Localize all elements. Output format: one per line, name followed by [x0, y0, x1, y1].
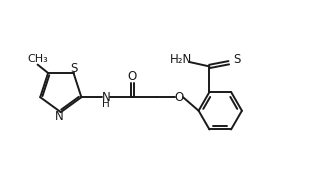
- Text: H: H: [102, 99, 110, 109]
- Text: O: O: [174, 91, 184, 104]
- Text: S: S: [234, 53, 241, 66]
- Text: S: S: [70, 62, 77, 75]
- Text: N: N: [102, 91, 110, 104]
- Text: N: N: [55, 110, 64, 123]
- Text: CH₃: CH₃: [27, 54, 48, 64]
- Text: H₂N: H₂N: [170, 53, 192, 66]
- Text: O: O: [128, 70, 137, 83]
